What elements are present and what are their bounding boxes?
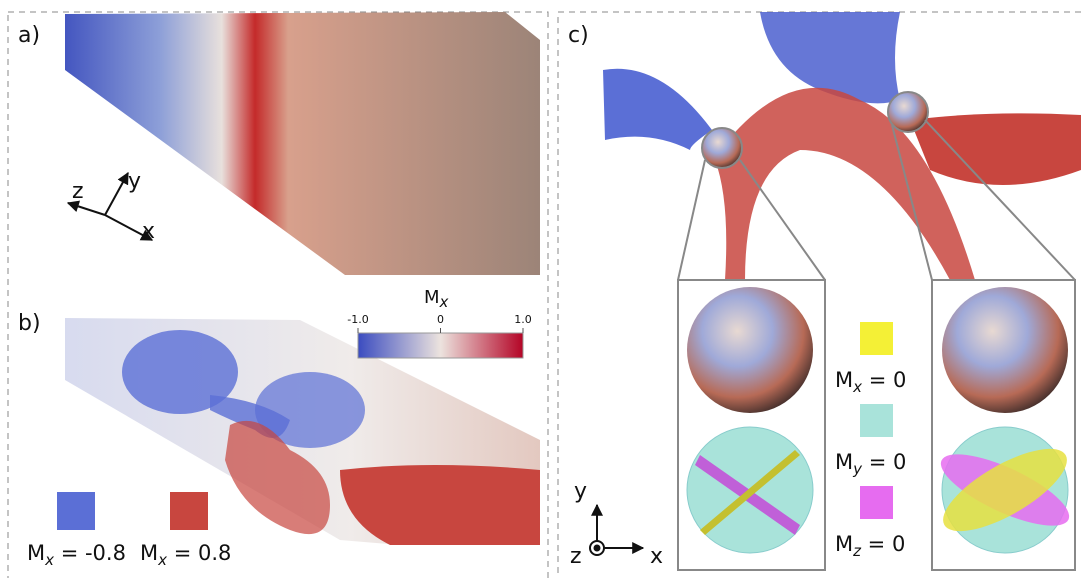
symbol: M (835, 532, 853, 556)
isosurface-red (910, 113, 1081, 185)
subscript: x (852, 378, 862, 396)
zoom-circle (888, 92, 928, 132)
figure: a) z y x b) Mx -1.001.0 Mx = -0.8Mx = 0.… (0, 0, 1081, 578)
sphere-render (687, 287, 813, 413)
colorbar-tick-label: 0 (437, 313, 444, 326)
subscript: x (439, 293, 449, 311)
symbol: M (835, 368, 853, 392)
axis-label: z (72, 179, 84, 204)
panel-label: a) (18, 23, 40, 48)
subscript: x (157, 551, 167, 569)
axis-triad (590, 505, 643, 555)
isosurface-red (715, 88, 975, 280)
value-text: = -0.8 (54, 541, 126, 565)
zoom-circle (702, 128, 742, 168)
colorbar-tick-label: -1.0 (347, 313, 368, 326)
axis-label: x (650, 544, 663, 569)
legend-swatch (860, 404, 893, 437)
symbol: M (424, 287, 440, 308)
legend-swatch (57, 492, 95, 530)
symbol: M (835, 450, 853, 474)
symbol: M (27, 541, 45, 565)
axis-label: y (574, 479, 587, 504)
symbol: M (140, 541, 158, 565)
colorbar-gradient (358, 333, 523, 358)
legend: Mx = 0My = 0Mz = 0 (835, 322, 906, 560)
legend-label: My = 0 (835, 450, 906, 478)
colorbar-title: Mx (424, 287, 449, 311)
legend-swatch (860, 486, 893, 519)
legend-swatch (860, 322, 893, 355)
axis-label: z (570, 544, 582, 569)
value-text: = 0 (862, 450, 906, 474)
axis-label: x (142, 219, 155, 244)
value-text: = 0.8 (167, 541, 231, 565)
legend-label: Mx = 0.8 (140, 541, 231, 569)
tube-render (65, 12, 540, 275)
axis-label: y (128, 169, 141, 194)
legend-label: Mx = 0 (835, 368, 906, 396)
isosurface-blue (603, 69, 712, 150)
panel-label: c) (568, 23, 589, 48)
legend-label: Mz = 0 (835, 532, 905, 560)
colorbar: Mx -1.0 0 1.0 (347, 287, 531, 358)
colorbar-tick-label: 1.0 (514, 313, 532, 326)
legend-swatch (170, 492, 208, 530)
value-text: = 0 (861, 532, 905, 556)
subscript: x (44, 551, 54, 569)
legend-label: Mx = -0.8 (27, 541, 126, 569)
value-text: = 0 (862, 368, 906, 392)
panel-label: b) (18, 311, 41, 336)
sphere-render (942, 287, 1068, 413)
